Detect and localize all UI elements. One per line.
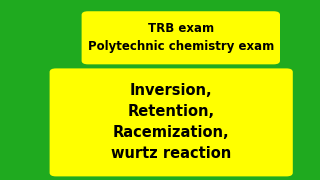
FancyBboxPatch shape (82, 11, 280, 64)
Text: Inversion,
Retention,
Racemization,
wurtz reaction: Inversion, Retention, Racemization, wurt… (111, 83, 231, 161)
FancyBboxPatch shape (50, 68, 293, 176)
Text: TRB exam
Polytechnic chemistry exam: TRB exam Polytechnic chemistry exam (88, 22, 274, 53)
